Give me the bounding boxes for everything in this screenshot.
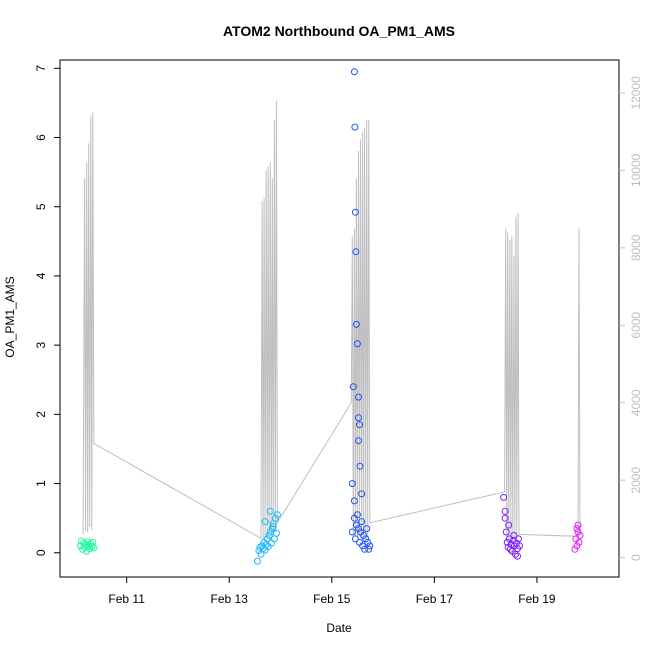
y2-tick-label: 8000 [629,234,643,261]
data-point [86,545,94,553]
data-point [263,535,271,543]
series-2 [253,507,281,565]
data-point [272,529,280,537]
data-point [359,542,367,550]
data-point [353,511,361,519]
data-point [356,462,364,470]
series-3 [348,68,374,553]
data-point [355,414,362,422]
y-tick-label: 2 [34,411,48,418]
series-5 [571,521,584,553]
data-point [500,493,508,501]
data-point [265,532,273,539]
data-point [501,514,509,522]
data-point [506,545,514,553]
data-point [502,528,510,536]
data-point [363,525,371,533]
data-point [501,507,509,515]
y-tick-label: 5 [34,203,48,210]
data-point [261,518,269,526]
chart-title: ATOM2 Northbound OA_PM1_AMS [223,23,455,39]
data-point [80,539,88,547]
data-point [349,383,357,391]
data-point [350,68,358,76]
data-point [358,490,366,498]
data-point [571,545,579,553]
data-point [503,538,511,546]
data-point [351,208,359,216]
data-point [352,248,360,256]
data-point [355,393,362,401]
data-point [365,545,373,553]
data-point [88,543,96,550]
data-point [516,542,523,550]
y2-tick-label: 6000 [629,312,643,339]
data-point [362,535,370,543]
data-point [356,421,363,429]
data-point [353,340,361,348]
y2-tick-label: 0 [629,554,643,561]
data-point [352,521,360,529]
altitude-line [82,100,581,541]
y-tick-label: 7 [34,65,48,72]
data-point [253,557,261,565]
y-tick-label: 3 [34,341,48,348]
points-layer [77,68,584,565]
data-point [360,532,368,539]
data-point [361,545,369,553]
series-1 [77,537,98,555]
data-point [269,523,277,530]
data-point [364,538,372,546]
axes-layer: 0 1 2 3 4 5 6 7 0 2000 4000 6000 8000 10000 12000 Feb 1… [34,65,643,606]
y-tick-label: 0 [34,549,48,556]
data-point [271,514,279,522]
data-point [573,525,581,533]
y-tick-label: 6 [34,134,48,141]
x-tick-label: Feb 13 [211,592,249,606]
altitude-layer [82,100,581,541]
data-point [514,552,521,560]
y-tick-label: 1 [34,480,48,487]
data-point [90,544,98,552]
plot-frame [59,59,620,578]
data-point [355,437,362,445]
data-point [576,532,584,539]
x-tick-label: Feb 11 [108,592,145,606]
data-point [515,535,522,543]
x-tick-label: Feb 17 [416,592,454,606]
data-point [350,497,358,505]
data-point [505,521,513,529]
data-point [573,542,581,550]
data-point [366,542,374,550]
x-axis-label: Date [326,621,352,635]
series-4 [500,493,523,560]
data-point [348,480,356,488]
y2-tick-label: 12000 [629,76,643,110]
data-point [351,123,359,131]
data-point [355,525,362,533]
data-point [358,518,366,526]
data-point [348,528,356,536]
data-point [352,320,360,328]
data-point [574,528,582,536]
data-point [575,538,583,546]
data-point [273,511,281,519]
y-axis-label: OA_PM1_AMS [3,276,17,357]
data-point [266,507,274,515]
y-tick-label: 4 [34,272,48,279]
data-point [510,532,518,539]
data-point [574,521,582,529]
y2-tick-label: 10000 [629,153,643,187]
data-point [351,535,359,543]
y2-tick-label: 2000 [629,467,643,494]
y2-tick-label: 4000 [629,389,643,416]
x-tick-label: Feb 19 [518,592,556,606]
x-tick-label: Feb 15 [313,592,351,606]
